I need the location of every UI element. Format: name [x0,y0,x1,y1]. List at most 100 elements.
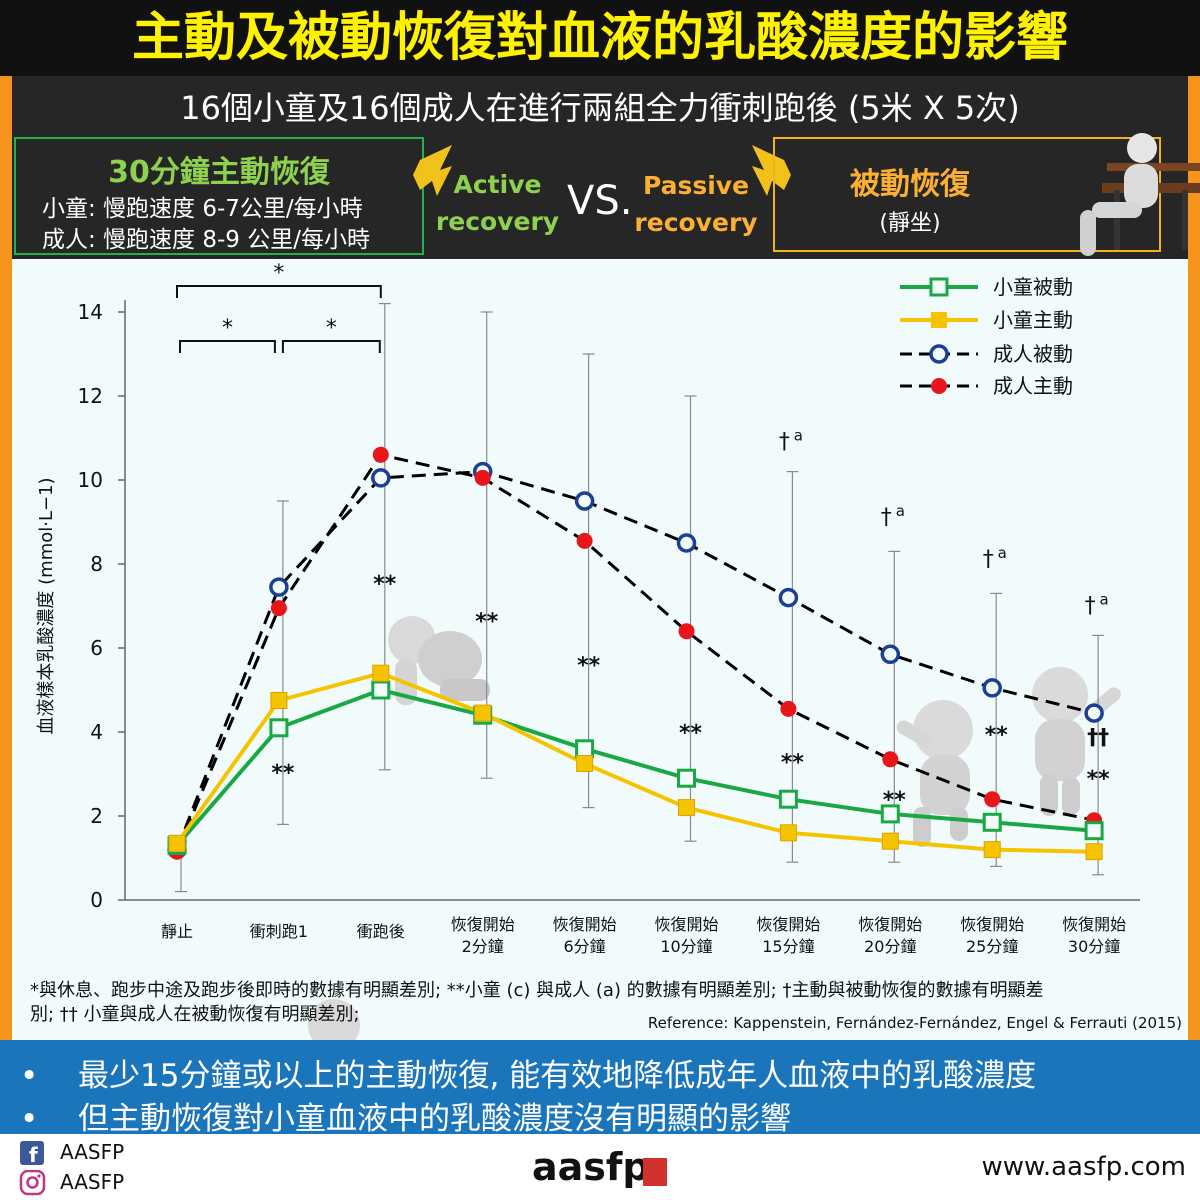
legend-marker [931,312,947,328]
data-point [780,701,796,717]
data-point [882,833,898,849]
legend-marker [931,279,947,295]
double-star-annotation: ** [985,723,1009,748]
bracket-sprint-vs-post [283,341,380,353]
active-recovery-label: Active recovery [430,166,565,240]
x-tick-label: 恢復開始 [451,915,515,934]
y-tick-label: 14 [78,300,103,324]
double-star-annotation: ** [1087,767,1111,792]
x-tick-label: 衝跑後 [357,922,405,941]
data-point [984,842,1000,858]
dagger-superscript: a [1099,590,1108,608]
legend-label: 成人被動 [993,342,1073,366]
instagram-icon[interactable] [18,1170,48,1196]
x-tick-label: 15分鐘 [762,937,814,956]
facebook-icon[interactable]: f [18,1140,48,1166]
y-tick-label: 10 [78,468,103,492]
double-dagger-annotation: †† [1087,725,1109,750]
bracket-rest-vs-sprint [180,341,275,353]
data-point [475,470,491,486]
instagram-handle[interactable]: AASFP [60,1170,124,1194]
legend-marker [931,378,947,394]
dagger-annotation: † [881,505,892,530]
y-tick-label: 4 [90,720,103,744]
legend-label: 小童被動 [993,275,1073,299]
data-point [577,533,593,549]
data-point [679,770,695,786]
x-tick-label: 恢復開始 [1062,915,1126,934]
double-star-annotation: ** [883,788,907,813]
data-point [984,680,1000,696]
double-star-annotation: ** [271,761,295,786]
y-tick-label: 8 [90,552,103,576]
data-point [882,751,898,767]
recovery-word: recovery [430,203,565,240]
x-tick-label: 恢復開始 [654,915,718,934]
data-point [1086,705,1102,721]
data-point [271,693,287,709]
website-link[interactable]: www.aasfp.com [981,1152,1186,1182]
x-tick-label: 25分鐘 [966,937,1018,956]
data-point [1086,844,1102,860]
recovery-word: recovery [630,204,762,241]
y-tick-label: 2 [90,804,103,828]
double-star-annotation: ** [475,610,499,635]
y-axis-label: 血液樣本乳酸濃度 (mmol·L−1) [36,477,57,734]
dagger-annotation: † [983,547,994,572]
bullet-2: • 但主動恢復對小童血液中的乳酸濃度沒有明顯的影響 [20,1093,791,1138]
double-star-annotation: ** [781,750,805,775]
bullet-text: 但主動恢復對小童血液中的乳酸濃度沒有明顯的影響 [78,1101,791,1137]
y-tick-label: 0 [90,888,103,912]
dagger-superscript: a [896,502,905,520]
svg-text:f: f [29,1143,38,1166]
data-point [475,705,491,721]
data-point [271,720,287,736]
data-point [373,470,389,486]
lactate-line-chart: 0 2 4 6 8 10 12 14 血液樣本乳酸濃度 (mmol·L−1) 靜止 衝刺跑1 衝跑後 恢… [0,259,1200,1040]
x-tick-label: 20分鐘 [864,937,916,956]
passive-word: Passive [630,167,762,204]
facebook-handle[interactable]: AASFP [60,1140,124,1164]
x-tick-label: 恢復開始 [858,915,922,934]
x-tick-label: 恢復開始 [960,915,1024,934]
data-point [373,447,389,463]
data-point [271,579,287,595]
double-star-annotation: ** [577,654,601,679]
y-tick-label: 12 [78,384,103,408]
active-word: Active [430,166,565,203]
reference: Reference: Kappenstein, Fernández-Fernán… [648,1014,1182,1032]
x-tick-label: 10分鐘 [660,937,712,956]
data-point [679,800,695,816]
data-point [577,756,593,772]
data-point [577,493,593,509]
data-point [271,600,287,616]
bullet-dot: • [20,1058,78,1094]
x-tick-label: 30分鐘 [1068,937,1120,956]
data-point [882,646,898,662]
passive-recovery-label: Passive recovery [630,167,762,241]
data-point [984,814,1000,830]
passive-recovery-title: 被動恢復 [775,159,1045,203]
data-point [780,791,796,807]
data-point [373,682,389,698]
legend-label: 成人主動 [993,374,1073,398]
double-star-annotation: ** [679,721,703,746]
data-point [780,825,796,841]
data-point [679,623,695,639]
data-point [780,590,796,606]
bracket-rest-vs-post [177,286,381,298]
sitting-figure-icon [1062,128,1200,264]
footnote-line1: *與休息、跑步中途及跑步後即時的數據有明顯差別; **小童 (c) 與成人 (a… [30,976,1043,1002]
vs-label: VS. [567,178,632,224]
dagger-annotation: † [1085,593,1096,618]
legend-label: 小童主動 [993,308,1073,332]
dagger-superscript: a [794,427,803,445]
x-tick-label: 衝刺跑1 [250,922,308,941]
data-point [984,791,1000,807]
significance-star: * [222,316,233,341]
logo-emblem-icon [643,1158,667,1186]
x-tick-label: 恢復開始 [756,915,820,934]
data-point [1086,823,1102,839]
bullet-1: • 最少15分鐘或以上的主動恢復, 能有效地降低成年人血液中的乳酸濃度 [20,1050,1036,1095]
x-tick-label: 6分鐘 [564,937,606,956]
